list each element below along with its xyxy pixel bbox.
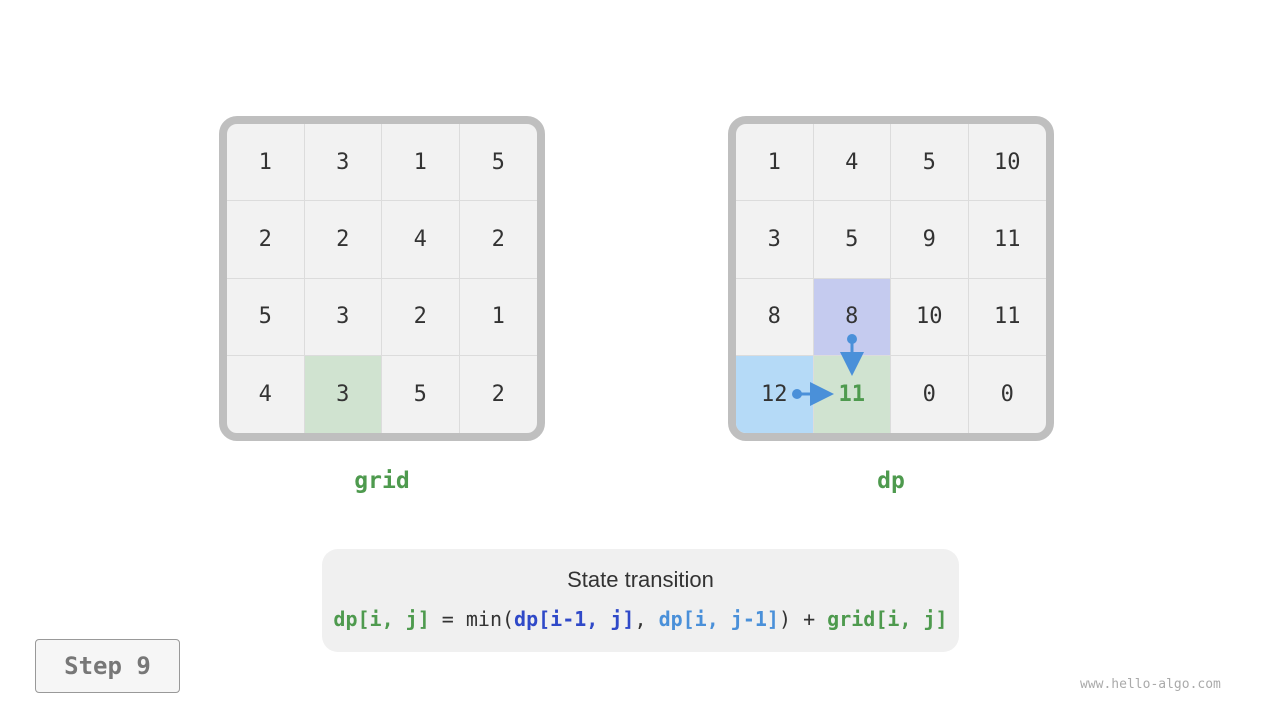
arrow-from-top xyxy=(840,334,864,376)
state-transition-box: State transition dp[i, j] = min(dp[i-1, … xyxy=(322,549,959,652)
formula-top: dp[i-1, j] xyxy=(514,607,635,631)
grid-cell: 3 xyxy=(304,355,382,433)
formula-lhs: dp[i, j] xyxy=(333,607,430,631)
dp-cell: 4 xyxy=(813,124,891,202)
grid-cell: 1 xyxy=(227,124,305,202)
dp-cell: 8 xyxy=(736,278,814,356)
watermark: www.hello-algo.com xyxy=(1080,677,1221,692)
grid-cell: 5 xyxy=(459,124,537,202)
dp-cell: 0 xyxy=(891,355,969,433)
dp-matrix: 1 4 5 10 3 5 9 11 8 8 10 11 12 11 0 0 xyxy=(728,116,1054,441)
grid-cell: 5 xyxy=(227,278,305,356)
grid-cell: 4 xyxy=(227,355,305,433)
grid-cell: 1 xyxy=(382,124,460,202)
grid-cell: 2 xyxy=(304,201,382,279)
state-transition-title: State transition xyxy=(567,567,714,592)
dp-cell: 5 xyxy=(813,201,891,279)
formula-left: dp[i, j-1] xyxy=(658,607,779,631)
grid-cell: 3 xyxy=(304,124,382,202)
formula-comma: , xyxy=(634,607,659,631)
grid-label: grid xyxy=(354,468,410,494)
dp-cell: 10 xyxy=(891,278,969,356)
dp-cell: 9 xyxy=(891,201,969,279)
formula-grid: grid[i, j] xyxy=(827,607,948,631)
grid-cell: 5 xyxy=(382,355,460,433)
dp-label: dp xyxy=(877,468,905,494)
step-button[interactable]: Step 9 xyxy=(35,639,180,693)
grid-cell: 3 xyxy=(304,278,382,356)
dp-cell: 11 xyxy=(968,279,1046,356)
formula-close: ) + xyxy=(778,607,828,631)
grid-cell: 4 xyxy=(382,201,460,279)
dp-cell: 5 xyxy=(891,124,969,202)
formula-eq: = min( xyxy=(429,607,515,631)
dp-cell: 10 xyxy=(968,124,1046,202)
grid-cell: 2 xyxy=(382,278,460,356)
dp-cell: 11 xyxy=(968,201,1046,279)
arrow-from-left xyxy=(792,382,834,406)
dp-cell: 3 xyxy=(736,201,814,279)
grid-cell: 1 xyxy=(459,279,537,356)
grid-cell: 2 xyxy=(459,201,537,279)
dp-cell: 8 xyxy=(813,278,891,356)
formula: dp[i, j] = min(dp[i-1, j], dp[i, j-1]) +… xyxy=(322,607,959,631)
dp-cell: 0 xyxy=(1000,381,1014,407)
dp-cell: 1 xyxy=(736,124,814,202)
grid-cell: 2 xyxy=(491,381,505,407)
grid-cell: 2 xyxy=(227,201,305,279)
